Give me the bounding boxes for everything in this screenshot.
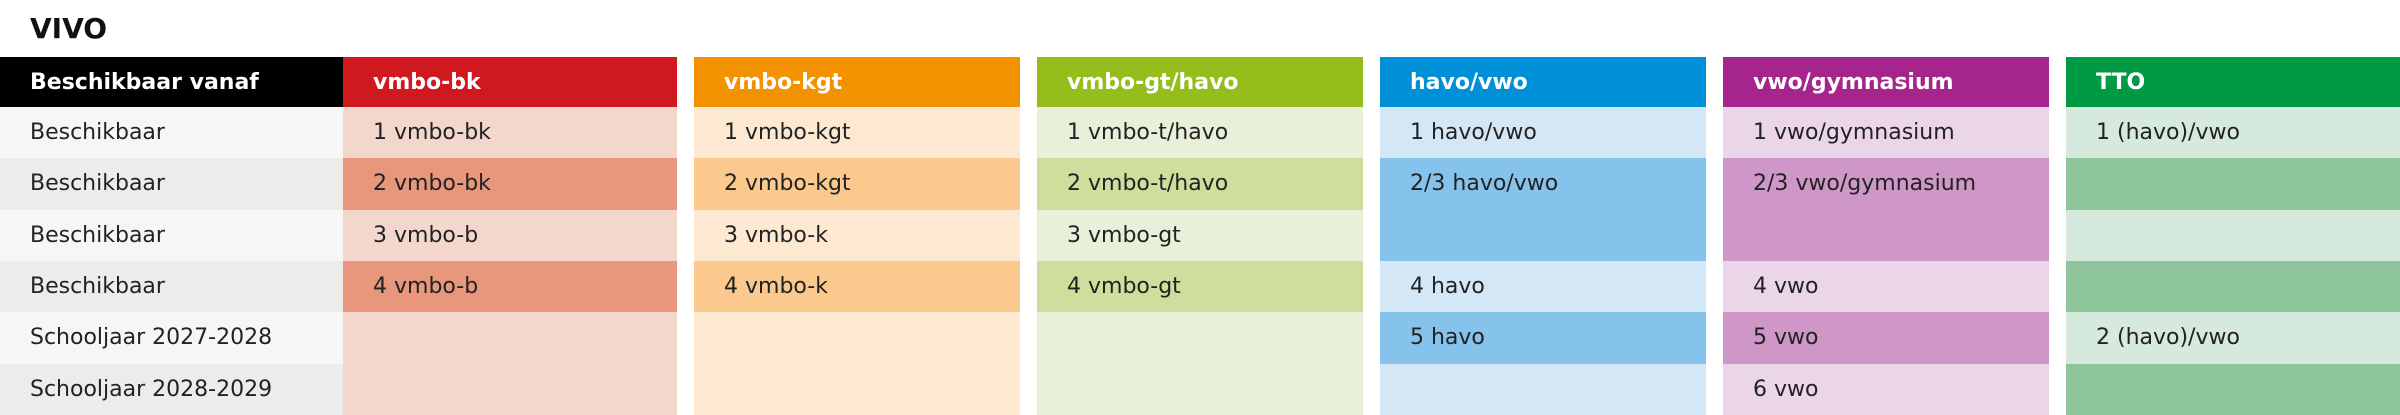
- table-cell: [1380, 363, 1706, 415]
- table-cell: 1 vmbo-bk: [343, 107, 677, 159]
- table-cell: 3 vmbo-b: [343, 209, 677, 261]
- table-cell: [343, 312, 677, 364]
- table-cell: 4 vwo: [1723, 261, 2049, 313]
- table-cell: 2 vmbo-kgt: [694, 158, 1020, 210]
- table-cell: 3 vmbo-gt: [1037, 209, 1363, 261]
- table-cell: [2066, 209, 2400, 261]
- table-cell: [694, 312, 1020, 364]
- row-label: Beschikbaar: [0, 209, 343, 261]
- column-header: havo/vwo: [1380, 57, 1706, 107]
- table-cell: 1 (havo)/vwo: [2066, 107, 2400, 159]
- table-cell: 1 vwo/gymnasium: [1723, 107, 2049, 159]
- column-header: TTO: [2066, 57, 2400, 107]
- table-cell: 2 vmbo-t/havo: [1037, 158, 1363, 210]
- table-cell: [343, 363, 677, 415]
- table-cell: 6 vwo: [1723, 363, 2049, 415]
- table-cell: 2/3 havo/vwo: [1380, 158, 1706, 261]
- table-cell: 3 vmbo-k: [694, 209, 1020, 261]
- row-header-title: Beschikbaar vanaf: [0, 57, 343, 107]
- row-label: Beschikbaar: [0, 107, 343, 159]
- table-cell: [1037, 312, 1363, 364]
- table-cell: [1037, 363, 1363, 415]
- row-label: Schooljaar 2027-2028: [0, 312, 343, 364]
- table-cell: [2066, 158, 2400, 210]
- table-cell: 2 (havo)/vwo: [2066, 312, 2400, 364]
- table-cell: 4 vmbo-gt: [1037, 261, 1363, 313]
- table-cell: 5 havo: [1380, 312, 1706, 364]
- table-cell: 4 vmbo-b: [343, 261, 677, 313]
- table-cell: 1 havo/vwo: [1380, 107, 1706, 159]
- table-cell: 2/3 vwo/gymnasium: [1723, 158, 2049, 261]
- table-cell: 1 vmbo-t/havo: [1037, 107, 1363, 159]
- row-label: Schooljaar 2028-2029: [0, 363, 343, 415]
- column-header: vwo/gymnasium: [1723, 57, 2049, 107]
- table-cell: 4 vmbo-k: [694, 261, 1020, 313]
- table-cell: [2066, 261, 2400, 313]
- row-label: Beschikbaar: [0, 158, 343, 210]
- table-cell: 2 vmbo-bk: [343, 158, 677, 210]
- column-header: vmbo-bk: [343, 57, 677, 107]
- table-cell: [2066, 363, 2400, 415]
- column-header: vmbo-kgt: [694, 57, 1020, 107]
- row-label: Beschikbaar: [0, 261, 343, 313]
- table-cell: 1 vmbo-kgt: [694, 107, 1020, 159]
- table-cell: [694, 363, 1020, 415]
- column-header: vmbo-gt/havo: [1037, 57, 1363, 107]
- table-cell: 5 vwo: [1723, 312, 2049, 364]
- table-cell: 4 havo: [1380, 261, 1706, 313]
- title: VIVO: [30, 12, 108, 45]
